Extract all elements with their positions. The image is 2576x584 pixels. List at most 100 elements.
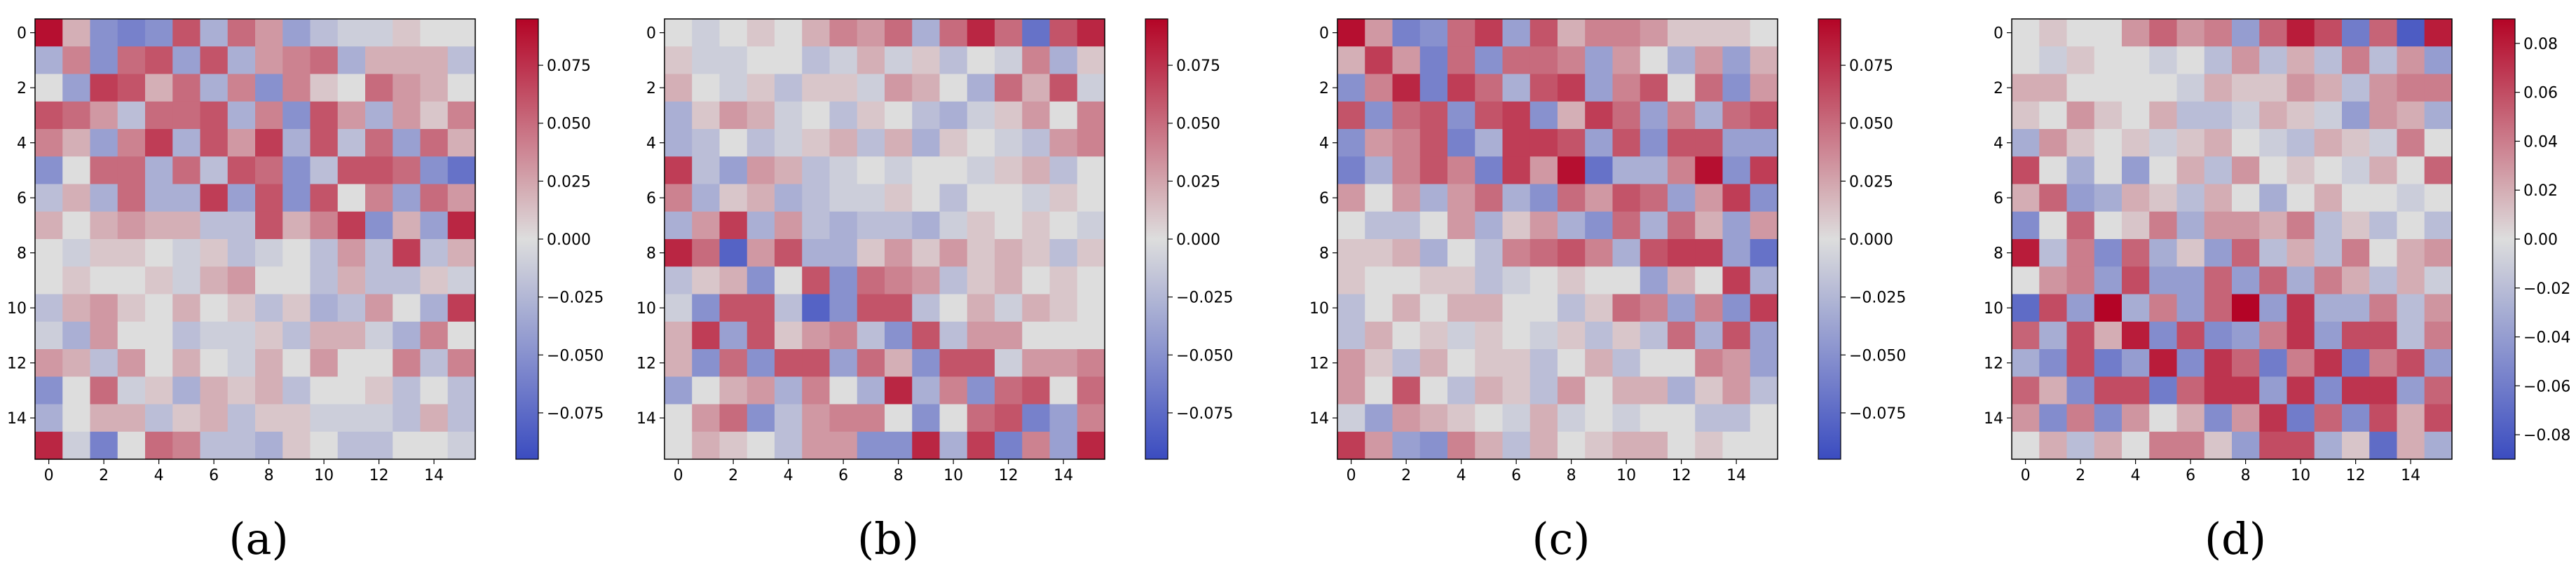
x-tick-label: 14 (424, 467, 444, 484)
heatmap-cell (2122, 321, 2150, 350)
heatmap-cell (2012, 294, 2040, 322)
heatmap-cell (1558, 184, 1586, 212)
heatmap-cell (2369, 294, 2398, 322)
heatmap-cell (282, 266, 311, 295)
heatmap-cell (420, 46, 449, 75)
y-tick-label: 0 (1319, 25, 1329, 43)
heatmap-cell (1668, 431, 1696, 460)
heatmap-cell (1475, 46, 1504, 75)
heatmap-cell (282, 294, 311, 322)
colorbar-tick-label: −0.050 (1176, 347, 1233, 365)
heatmap-cell (2094, 211, 2122, 240)
heatmap-cell (255, 101, 283, 130)
y-tick-label: 6 (17, 190, 27, 208)
heatmap-cell (255, 211, 283, 240)
heatmap-cell (1392, 211, 1421, 240)
heatmap-cell (1502, 266, 1531, 295)
heatmap-cell (117, 266, 146, 295)
heatmap-cell (1419, 239, 1448, 267)
heatmap-cell (2012, 74, 2040, 102)
heatmap-cell (1640, 101, 1668, 130)
heatmap-cell (1365, 156, 1393, 185)
heatmap-cell (1475, 239, 1504, 267)
heatmap-cell (145, 266, 173, 295)
heatmap-cell (2204, 431, 2233, 460)
heatmap-cell (1392, 266, 1421, 295)
heatmap-cell (1022, 266, 1051, 295)
heatmap-cell (995, 156, 1023, 185)
heatmap-cell (393, 266, 421, 295)
heatmap-cell (939, 321, 968, 350)
heatmap-cell (2039, 376, 2068, 405)
heatmap-cell (1392, 376, 1421, 405)
heatmap-cell (692, 376, 721, 405)
heatmap-cell (1502, 239, 1531, 267)
heatmap-cell (1640, 431, 1668, 460)
heatmap-cell (1585, 294, 1614, 322)
heatmap-cell (1668, 349, 1696, 377)
heatmap-cell (145, 184, 173, 212)
heatmap-cell (420, 184, 449, 212)
heatmap-cell (310, 321, 339, 350)
heatmap-cell (2039, 156, 2068, 185)
heatmap-cell (939, 294, 968, 322)
heatmap-cell (393, 129, 421, 157)
heatmap-cell (2424, 129, 2453, 157)
heatmap-cell (2012, 184, 2040, 212)
heatmap-cell (2039, 129, 2068, 157)
heatmap-cell (2176, 46, 2205, 75)
heatmap-cell (1447, 74, 1476, 102)
heatmap-cell (2342, 431, 2370, 460)
x-tick-label: 12 (1672, 467, 1691, 484)
heatmap-cell (829, 101, 858, 130)
y-tick-label: 12 (636, 355, 656, 373)
heatmap-cell (145, 431, 173, 460)
heatmap-cell (145, 46, 173, 75)
colorbar-tick-label: −0.08 (2523, 427, 2570, 444)
heatmap-panel-b: 0 2 4 6 8 10 12 14 0 2 4 6 8 10 12 14 −0.075 −0.050 −0.025… (636, 18, 1233, 564)
heatmap-cell (1447, 321, 1476, 350)
heatmap-frame (664, 18, 1105, 460)
heatmap-cell (1502, 156, 1531, 185)
heatmap-cell (857, 184, 885, 212)
heatmap-cell (665, 294, 693, 322)
heatmap-cell (1447, 129, 1476, 157)
heatmap-cell (2012, 156, 2040, 185)
heatmap-cell (393, 431, 421, 460)
heatmap-cell (1585, 376, 1614, 405)
heatmap-cell (2232, 266, 2260, 295)
heatmap-cell (912, 294, 941, 322)
heatmap-cell (365, 239, 393, 267)
heatmap-cell (1722, 129, 1751, 157)
heatmap-cell (829, 46, 858, 75)
heatmap-cell (2176, 19, 2205, 47)
heatmap-cell (282, 321, 311, 350)
heatmap-cell (665, 211, 693, 240)
y-tick-label: 12 (1984, 355, 2003, 373)
heatmap-cell (337, 376, 366, 405)
heatmap-cell (393, 184, 421, 212)
heatmap-cell (62, 376, 91, 405)
heatmap-cell (775, 376, 803, 405)
heatmap-cell (802, 101, 831, 130)
heatmap-cell (1529, 431, 1558, 460)
heatmap-cell (393, 404, 421, 433)
heatmap-cell (1022, 129, 1051, 157)
heatmap-cell (719, 101, 748, 130)
heatmap-cell (1668, 74, 1696, 102)
heatmap-cell (35, 19, 63, 47)
heatmap-cell (227, 349, 256, 377)
heatmap-cell (885, 101, 913, 130)
heatmap-cell (2232, 19, 2260, 47)
heatmap-cell (365, 349, 393, 377)
heatmap-cell (885, 404, 913, 433)
heatmap-cell (420, 321, 449, 350)
heatmap-cell (1668, 294, 1696, 322)
heatmap-cell (172, 46, 201, 75)
heatmap-cell (1447, 184, 1476, 212)
heatmap-cell (665, 184, 693, 212)
heatmap-cell (912, 266, 941, 295)
heatmap-cell (62, 184, 91, 212)
y-tick-label: 6 (1994, 190, 2003, 208)
y-tick-label: 10 (636, 300, 656, 318)
